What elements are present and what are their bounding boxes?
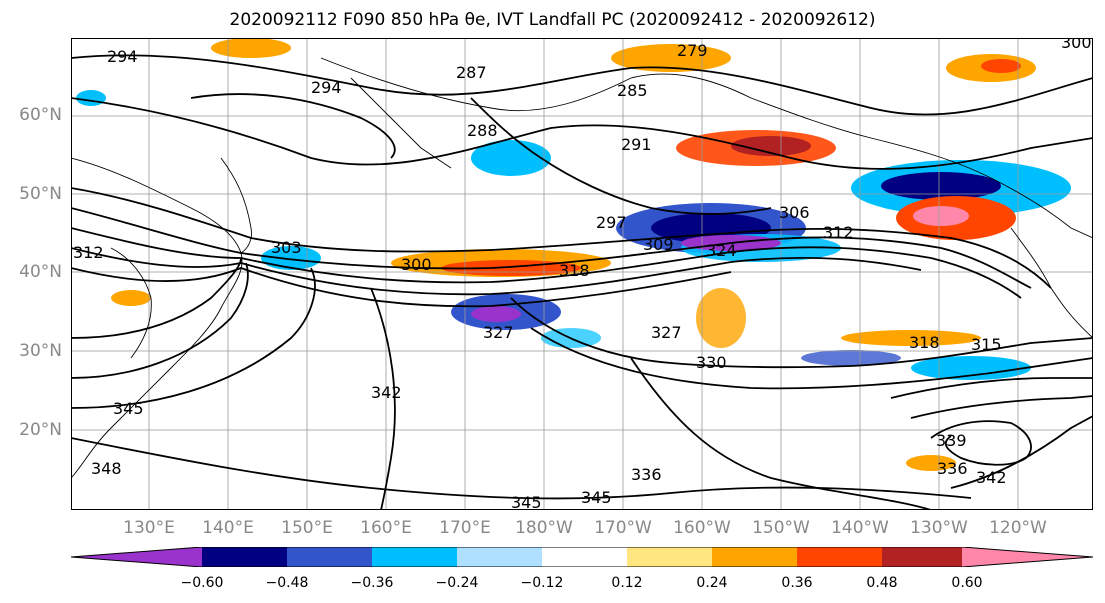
colorbar-segment <box>962 547 1093 567</box>
contour-label-group: 294 294 287 279 285 288 291 297 306 312 … <box>73 38 1092 510</box>
contour-label: 327 <box>651 323 682 342</box>
map-frame <box>71 38 1093 510</box>
lat-label: 50°N <box>19 184 62 204</box>
lon-label: 150°E <box>281 518 333 538</box>
colorbar-segment <box>202 547 287 567</box>
lon-label: 170°W <box>594 518 652 538</box>
contour-label: 345 <box>511 493 542 510</box>
colorbar-tick: 0.60 <box>951 575 983 591</box>
contour-label: 287 <box>456 63 487 82</box>
colorbar <box>71 547 1093 567</box>
contour-label: 303 <box>271 238 302 257</box>
map-title: 2020092112 F090 850 hPa θe, IVT Landfall… <box>229 10 876 30</box>
colorbar-tick: −0.60 <box>180 575 224 591</box>
lat-label: 30°N <box>19 341 62 361</box>
contour-label: 285 <box>617 81 648 100</box>
contour-label: 348 <box>91 459 122 478</box>
lon-label: 130°E <box>123 518 175 538</box>
colorbar-tick: 0.24 <box>696 575 728 591</box>
contour-label: 294 <box>107 47 138 66</box>
lon-label: 140°E <box>202 518 254 538</box>
colorbar-tick: −0.36 <box>350 575 394 591</box>
colorbar-segment <box>372 547 457 567</box>
contour-label: 294 <box>311 78 342 97</box>
contour-label: 291 <box>621 135 652 154</box>
lon-label: 140°W <box>831 518 889 538</box>
gridlines <box>71 38 1093 510</box>
contour-label: 297 <box>596 213 627 232</box>
lon-label: 130°W <box>910 518 968 538</box>
contour-label: 345 <box>113 399 144 418</box>
contour-label: 342 <box>976 468 1007 487</box>
lon-label: 170°E <box>439 518 491 538</box>
colorbar-tick: 0.12 <box>611 575 643 591</box>
contour-label: 300 <box>401 255 432 274</box>
colorbar-tick: −0.12 <box>520 575 564 591</box>
lat-label: 60°N <box>19 105 62 125</box>
colorbar-segment <box>287 547 372 567</box>
contour-label: 327 <box>483 323 514 342</box>
colorbar-segment <box>542 547 627 567</box>
contour-label: 279 <box>677 41 708 60</box>
colorbar-segment <box>627 547 712 567</box>
colorbar-tick: −0.48 <box>265 575 309 591</box>
lat-label: 20°N <box>19 420 62 440</box>
contour-label: 288 <box>467 121 498 140</box>
lon-label: 160°W <box>673 518 731 538</box>
contour-label: 336 <box>631 465 662 484</box>
contour-label: 315 <box>971 335 1002 354</box>
contour-label: 324 <box>706 241 737 260</box>
lon-label: 180°W <box>515 518 573 538</box>
contour-label: 342 <box>371 383 402 402</box>
contour-label: 336 <box>937 459 968 478</box>
colorbar-segment <box>457 547 542 567</box>
contour-label: 318 <box>909 333 940 352</box>
contour-label: 306 <box>779 203 810 222</box>
map-panel: 294 294 287 279 285 288 291 297 306 312 … <box>71 38 1093 510</box>
colorbar-segment <box>797 547 882 567</box>
contour-label: 345 <box>581 488 612 507</box>
contour-label: 330 <box>696 353 727 372</box>
contour-label: 339 <box>936 431 967 450</box>
colorbar-tick: −0.24 <box>435 575 479 591</box>
contour-label: 309 <box>643 235 674 254</box>
colorbar-segment <box>882 547 962 567</box>
map-canvas: 294 294 287 279 285 288 291 297 306 312 … <box>71 38 1093 510</box>
lat-label: 40°N <box>19 262 62 282</box>
colorbar-tick: 0.36 <box>781 575 813 591</box>
colorbar-tick: 0.48 <box>866 575 898 591</box>
contour-label: 300 <box>1061 38 1092 52</box>
contour-label: 312 <box>823 223 854 242</box>
lon-label: 160°E <box>360 518 412 538</box>
contour-label: 318 <box>559 261 590 280</box>
colorbar-segment <box>712 547 797 567</box>
contour-label: 312 <box>73 243 104 262</box>
lon-label: 120°W <box>989 518 1047 538</box>
colorbar-segment <box>71 547 202 567</box>
theta-e-contours <box>71 54 1093 510</box>
lon-label: 150°W <box>752 518 810 538</box>
